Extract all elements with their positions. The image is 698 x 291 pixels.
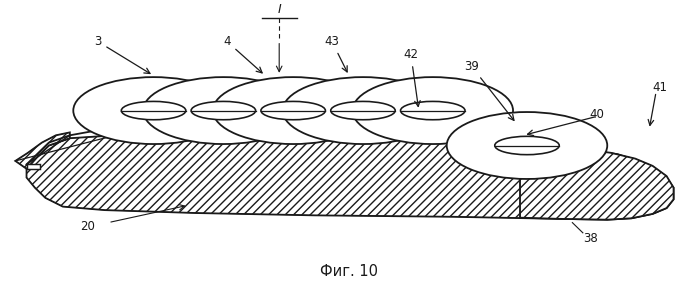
- Ellipse shape: [331, 102, 395, 120]
- Ellipse shape: [401, 102, 465, 120]
- Polygon shape: [27, 135, 674, 220]
- Text: I: I: [277, 3, 281, 16]
- Polygon shape: [115, 127, 485, 135]
- Circle shape: [283, 77, 443, 144]
- Text: 39: 39: [464, 60, 514, 120]
- Ellipse shape: [121, 102, 186, 120]
- Polygon shape: [15, 132, 70, 169]
- Text: 20: 20: [80, 221, 95, 233]
- Text: Фиг. 10: Фиг. 10: [320, 264, 378, 279]
- Polygon shape: [520, 127, 674, 220]
- Ellipse shape: [261, 102, 325, 120]
- Text: 38: 38: [583, 232, 597, 245]
- Circle shape: [213, 77, 373, 144]
- Ellipse shape: [191, 102, 255, 120]
- Text: 42: 42: [403, 48, 420, 107]
- Circle shape: [447, 112, 607, 179]
- Ellipse shape: [495, 136, 559, 155]
- Text: 4: 4: [223, 35, 262, 73]
- Polygon shape: [27, 164, 40, 169]
- Circle shape: [352, 77, 513, 144]
- Circle shape: [143, 77, 304, 144]
- Circle shape: [73, 77, 234, 144]
- Text: 3: 3: [94, 35, 150, 74]
- Text: 43: 43: [325, 35, 347, 72]
- Text: 41: 41: [653, 81, 667, 94]
- Text: 40: 40: [590, 109, 604, 121]
- Polygon shape: [485, 127, 520, 144]
